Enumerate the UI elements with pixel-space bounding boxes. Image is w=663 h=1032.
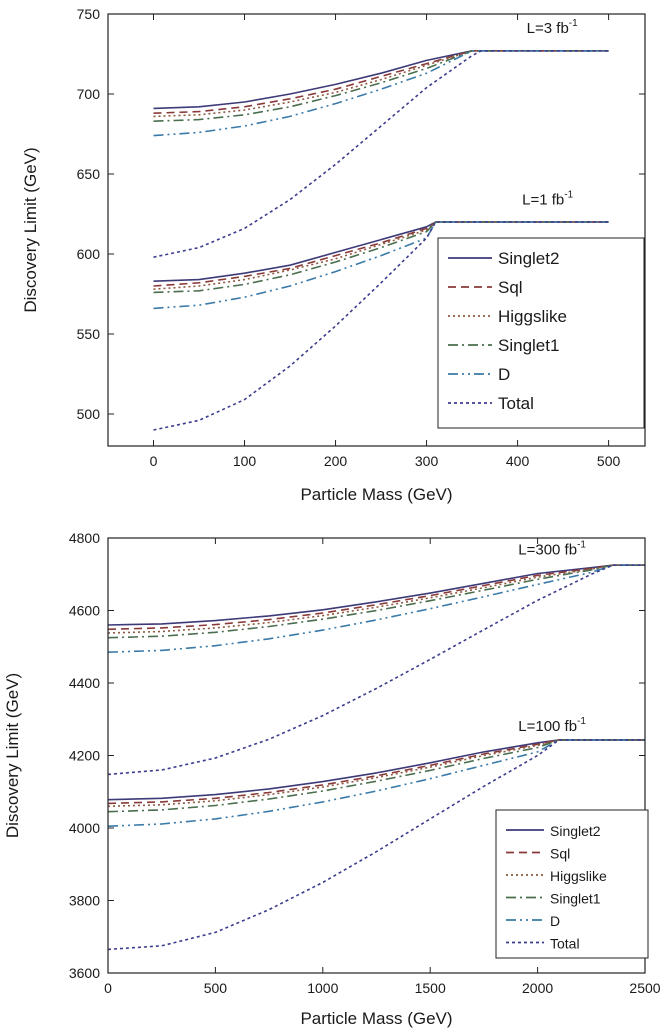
plot-frame [107, 13, 646, 447]
y-tick-label: 4200 [69, 748, 100, 764]
x-tick-label: 2000 [522, 980, 553, 996]
legend: Singlet2 Sql Higgslike Singlet1 D Total [495, 809, 649, 959]
luminosity-annotation: L=300 fb-1 [518, 539, 586, 558]
series-line-d-low [108, 739, 645, 827]
series-line-d-high [108, 564, 645, 653]
legend-label-singlet1: Singlet1 [498, 336, 559, 355]
y-tick-label: 600 [77, 246, 101, 262]
x-axis-label: Particle Mass (GeV) [300, 1009, 452, 1028]
x-tick-label: 300 [415, 453, 439, 469]
legend-label-sql: Sql [550, 846, 570, 862]
y-tick-label: 4800 [69, 530, 100, 546]
series-line-singlet2-high [153, 49, 609, 110]
legend: Singlet2 Sql Higgslike Singlet1 D Total [437, 237, 645, 429]
legend-label-singlet1: Singlet1 [550, 891, 601, 907]
series-line-singlet2-low [108, 739, 645, 801]
legend-label-singlet2: Singlet2 [550, 823, 601, 839]
luminosity-annotation: L=1 fb-1 [522, 189, 573, 208]
legend-label-higgslike: Higgslike [498, 307, 567, 326]
y-axis-label: Discovery Limit (GeV) [3, 673, 22, 838]
x-tick-label: 2500 [629, 980, 660, 996]
x-tick-label: 400 [506, 453, 530, 469]
legend-label-d: D [550, 913, 560, 929]
legend-label-sql: Sql [498, 278, 523, 297]
series-line-total-low [108, 739, 645, 951]
series-line-total-high [108, 564, 645, 776]
y-tick-label: 3600 [69, 965, 100, 981]
series-line-d-low [153, 221, 609, 310]
x-tick-label: 1500 [415, 980, 446, 996]
series-line-higgslike-low [153, 221, 609, 290]
x-tick-label: 0 [104, 980, 112, 996]
x-tick-label: 500 [597, 453, 621, 469]
y-tick-label: 3800 [69, 893, 100, 909]
series-group [108, 564, 645, 951]
y-axis-label: Discovery Limit (GeV) [21, 147, 40, 312]
x-tick-label: 1000 [307, 980, 338, 996]
series-line-d-high [153, 49, 609, 137]
legend-label-d: D [498, 365, 510, 384]
legend-label-higgslike: Higgslike [550, 868, 607, 884]
series-line-sql-low [108, 739, 645, 805]
chart-1: 0 100 200 300 400 500 500 550 600 650 700 750 Partic… [21, 6, 646, 504]
x-tick-label: 200 [324, 453, 348, 469]
y-tick-label: 4000 [69, 820, 100, 836]
series-line-higgslike-high [153, 49, 609, 118]
y-tick-label: 650 [77, 166, 101, 182]
x-tick-label: 500 [204, 980, 228, 996]
luminosity-annotation: L=100 fb-1 [518, 716, 586, 735]
y-tick-label: 500 [77, 406, 101, 422]
y-tick-label: 550 [77, 326, 101, 342]
x-axis-label: Particle Mass (GeV) [300, 485, 452, 504]
y-tick-label: 700 [77, 86, 101, 102]
legend-box [437, 237, 645, 429]
legend-label-total: Total [550, 936, 580, 952]
series-line-total-high [153, 49, 609, 258]
legend-box [495, 809, 649, 959]
x-tick-label: 100 [233, 453, 257, 469]
x-tick-label: 0 [150, 453, 158, 469]
series-line-higgslike-high [108, 564, 645, 634]
series-line-singlet2-high [108, 564, 645, 626]
luminosity-annotation: L=3 fb-1 [527, 18, 578, 37]
y-tick-label: 750 [77, 6, 101, 22]
chart-2: 0 500 1000 1500 2000 2500 3600 3800 4000 4200 4400… [3, 530, 661, 1028]
series-line-higgslike-low [108, 739, 645, 808]
series-line-singlet1-low [153, 221, 609, 294]
y-tick-label: 4400 [69, 675, 100, 691]
series-group [153, 49, 609, 431]
legend-label-singlet2: Singlet2 [498, 249, 559, 268]
series-line-sql-low [153, 221, 609, 287]
legend-label-total: Total [498, 394, 534, 413]
series-line-sql-high [108, 564, 645, 631]
series-line-singlet1-low [108, 739, 645, 813]
y-tick-label: 4600 [69, 603, 100, 619]
series-line-sql-high [153, 49, 609, 114]
series-line-singlet1-high [153, 49, 609, 122]
